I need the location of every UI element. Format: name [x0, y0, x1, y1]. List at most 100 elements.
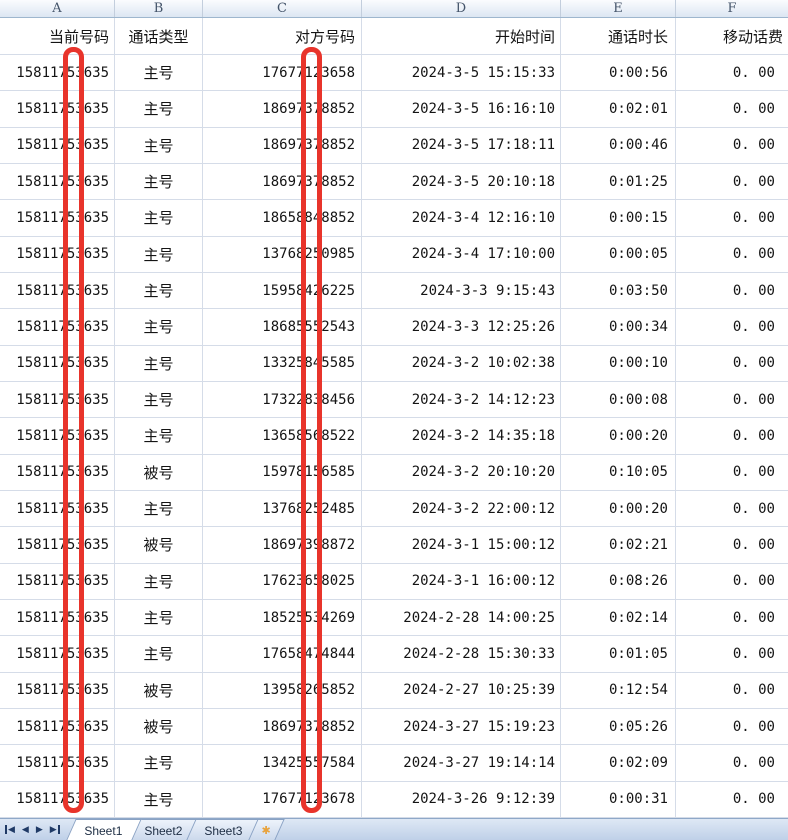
cell-current-number[interactable]: 15811753635: [0, 163, 115, 201]
cell-start-time[interactable]: 2024-3-2 14:35:18: [362, 418, 561, 455]
cell-start-time[interactable]: 2024-2-28 15:30:33: [362, 636, 561, 673]
cell-mobile-fee[interactable]: 0. 00: [676, 418, 788, 455]
cell-start-time[interactable]: 2024-3-27 15:19:23: [362, 708, 561, 746]
cell-start-time[interactable]: 2024-3-5 17:18:11: [362, 127, 561, 164]
cell-start-time[interactable]: 2024-3-26 9:12:39: [362, 781, 561, 818]
cell-duration[interactable]: 0:00:20: [561, 418, 676, 455]
cell-duration[interactable]: 0:00:05: [561, 236, 676, 273]
cell-peer-number[interactable]: 18697398872: [203, 527, 362, 564]
cell-mobile-fee[interactable]: 0. 00: [676, 164, 788, 201]
cell-start-time[interactable]: 2024-3-4 12:16:10: [362, 200, 561, 237]
cell-call-type[interactable]: 主号: [115, 490, 203, 528]
cell-current-number[interactable]: 15811753635: [0, 490, 115, 528]
cell-start-time[interactable]: 2024-3-2 20:10:20: [362, 454, 561, 491]
cell-peer-number[interactable]: 18658848852: [203, 200, 362, 237]
cell-call-type[interactable]: 主号: [115, 272, 203, 310]
cell-current-number[interactable]: 15811753635: [0, 381, 115, 419]
cell-call-type[interactable]: 主号: [115, 636, 203, 673]
cell-mobile-fee[interactable]: 0. 00: [676, 491, 788, 528]
cell-mobile-fee[interactable]: 0. 00: [676, 527, 788, 564]
cell-mobile-fee[interactable]: 0. 00: [676, 55, 788, 92]
cell-mobile-fee[interactable]: 0. 00: [676, 564, 788, 600]
cell-current-number[interactable]: 15811753635: [0, 91, 115, 128]
cell-start-time[interactable]: 2024-3-2 22:00:12: [362, 490, 561, 528]
cell-call-type[interactable]: 被号: [115, 672, 203, 709]
header-peer-number[interactable]: 对方号码: [203, 18, 362, 55]
cell-peer-number[interactable]: 18697378852: [203, 127, 362, 164]
column-header-D[interactable]: D: [362, 0, 561, 17]
cell-current-number[interactable]: 15811753635: [0, 236, 115, 273]
cell-start-time[interactable]: 2024-2-28 14:00:25: [362, 599, 561, 637]
cell-call-type[interactable]: 主号: [115, 781, 203, 818]
cell-current-number[interactable]: 15811753635: [0, 200, 115, 237]
cell-duration[interactable]: 0:01:25: [561, 163, 676, 201]
cell-duration[interactable]: 0:08:26: [561, 563, 676, 600]
cell-duration[interactable]: 0:02:01: [561, 91, 676, 128]
cell-call-type[interactable]: 主号: [115, 381, 203, 419]
cell-duration[interactable]: 0:02:09: [561, 745, 676, 782]
cell-current-number[interactable]: 15811753635: [0, 345, 115, 382]
cell-start-time[interactable]: 2024-3-4 17:10:00: [362, 236, 561, 273]
cell-call-type[interactable]: 主号: [115, 127, 203, 164]
cell-call-type[interactable]: 主号: [115, 309, 203, 346]
column-header-F[interactable]: F: [727, 1, 737, 16]
cell-peer-number[interactable]: 13768252485: [203, 490, 362, 528]
cell-call-type[interactable]: 主号: [115, 163, 203, 201]
cell-start-time[interactable]: 2024-3-5 16:16:10: [362, 91, 561, 128]
cell-start-time[interactable]: 2024-3-27 19:14:14: [362, 745, 561, 782]
cell-call-type[interactable]: 主号: [115, 55, 203, 92]
cell-mobile-fee[interactable]: 0. 00: [676, 128, 788, 164]
cell-mobile-fee[interactable]: 0. 00: [676, 346, 788, 382]
cell-duration[interactable]: 0:00:46: [561, 127, 676, 164]
cell-start-time[interactable]: 2024-2-27 10:25:39: [362, 672, 561, 709]
cell-mobile-fee[interactable]: 0. 00: [676, 273, 788, 310]
cell-call-type[interactable]: 被号: [115, 527, 203, 564]
cell-mobile-fee[interactable]: 0. 00: [676, 600, 788, 637]
cell-peer-number[interactable]: 17677123678: [203, 781, 362, 818]
cell-duration[interactable]: 0:00:56: [561, 55, 676, 92]
cell-peer-number[interactable]: 17322838456: [203, 381, 362, 419]
cell-peer-number[interactable]: 18697378852: [203, 708, 362, 746]
header-start-time[interactable]: 开始时间: [362, 18, 561, 55]
cell-current-number[interactable]: 15811753635: [0, 55, 115, 92]
cell-call-type[interactable]: 被号: [115, 708, 203, 746]
header-call-type[interactable]: 通话类型: [115, 18, 203, 55]
cell-duration[interactable]: 0:00:20: [561, 490, 676, 528]
cell-current-number[interactable]: 15811753635: [0, 599, 115, 637]
cell-peer-number[interactable]: 13658568522: [203, 418, 362, 455]
cell-duration[interactable]: 0:00:15: [561, 200, 676, 237]
cell-current-number[interactable]: 15811753635: [0, 636, 115, 673]
cell-current-number[interactable]: 15811753635: [0, 781, 115, 818]
sheet-nav-prev-icon[interactable]: ◀: [21, 824, 29, 834]
cell-mobile-fee[interactable]: 0. 00: [676, 782, 788, 818]
cell-peer-number[interactable]: 13958265852: [203, 672, 362, 709]
cell-duration[interactable]: 0:05:26: [561, 708, 676, 746]
cell-current-number[interactable]: 15811753635: [0, 672, 115, 709]
cell-duration[interactable]: 0:12:54: [561, 672, 676, 709]
cell-mobile-fee[interactable]: 0. 00: [676, 91, 788, 128]
sheet-tab-sheet1[interactable]: Sheet1: [66, 819, 142, 840]
cell-current-number[interactable]: 15811753635: [0, 708, 115, 746]
cell-peer-number[interactable]: 18697378852: [203, 91, 362, 128]
cell-current-number[interactable]: 15811753635: [0, 309, 115, 346]
cell-duration[interactable]: 0:02:21: [561, 527, 676, 564]
cell-mobile-fee[interactable]: 0. 00: [676, 382, 788, 419]
cell-start-time[interactable]: 2024-3-3 9:15:43: [362, 272, 561, 310]
column-header-B[interactable]: B: [115, 0, 203, 17]
cell-call-type[interactable]: 主号: [115, 345, 203, 382]
cell-call-type[interactable]: 主号: [115, 745, 203, 782]
cell-call-type[interactable]: 主号: [115, 200, 203, 237]
cell-peer-number[interactable]: 15978156585: [203, 454, 362, 491]
cell-start-time[interactable]: 2024-3-2 10:02:38: [362, 345, 561, 382]
cell-duration[interactable]: 0:00:31: [561, 781, 676, 818]
cell-current-number[interactable]: 15811753635: [0, 527, 115, 564]
cell-mobile-fee[interactable]: 0. 00: [676, 237, 788, 273]
cell-call-type[interactable]: 主号: [115, 236, 203, 273]
cell-current-number[interactable]: 15811753635: [0, 563, 115, 600]
cell-start-time[interactable]: 2024-3-3 12:25:26: [362, 309, 561, 346]
column-header-A[interactable]: A: [0, 0, 115, 17]
cell-start-time[interactable]: 2024-3-5 15:15:33: [362, 55, 561, 92]
cell-peer-number[interactable]: 15958426225: [203, 272, 362, 310]
sheet-nav-first-icon[interactable]: ◀: [5, 825, 15, 834]
cell-mobile-fee[interactable]: 0. 00: [676, 309, 788, 346]
